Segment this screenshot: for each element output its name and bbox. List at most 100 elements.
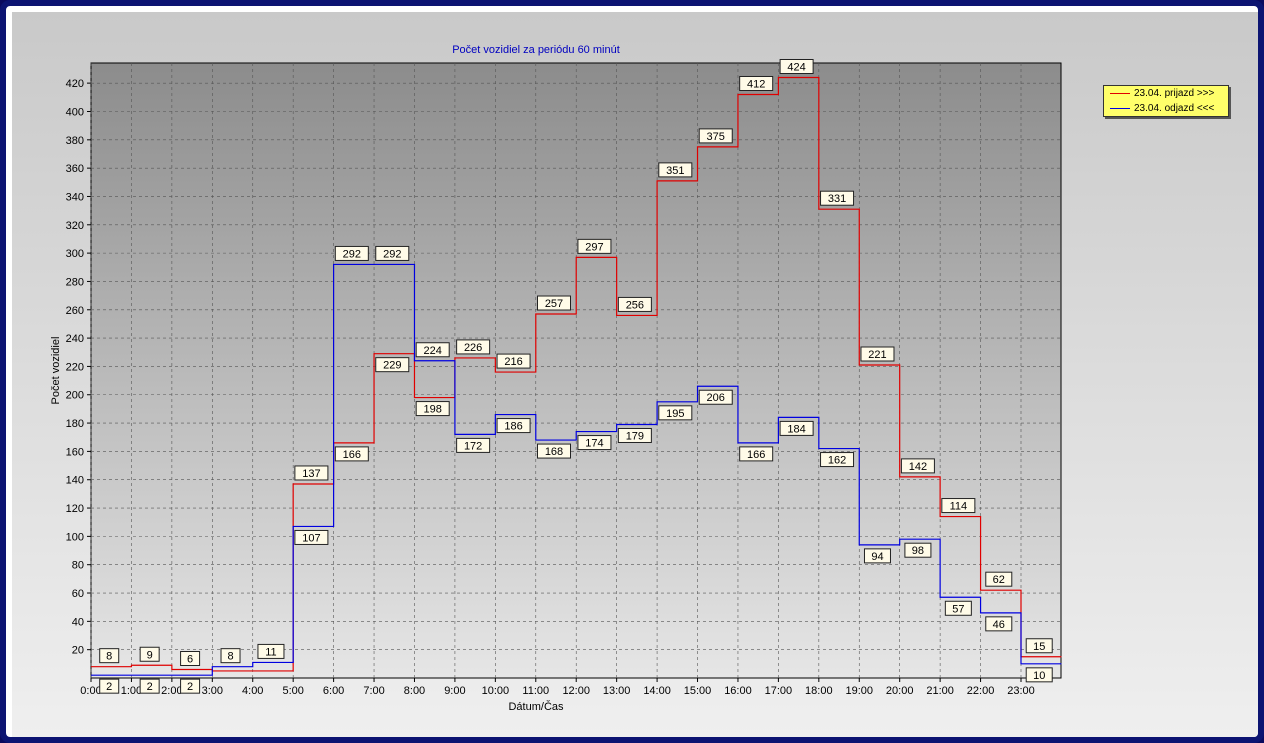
data-label-box-odjazd xyxy=(537,443,571,459)
x-tick-label: 23:00 xyxy=(1007,685,1035,697)
x-tick-label: 20:00 xyxy=(886,685,914,697)
data-label-box-odjazd xyxy=(617,427,652,443)
data-label-odjazd: 195 xyxy=(666,408,684,420)
data-label-odjazd: 107 xyxy=(302,532,320,544)
x-tick-label: 14:00 xyxy=(643,685,671,697)
data-label-odjazd: 8 xyxy=(227,651,233,663)
chart-legend: 23.04. prijazd >>> 23.04. odjazd <<< xyxy=(1103,85,1229,117)
y-tick-label: 120 xyxy=(66,503,84,515)
x-tick-label: 4:00 xyxy=(242,685,263,697)
data-label-box-prijazd xyxy=(698,128,733,144)
x-tick-label: 11:00 xyxy=(522,685,549,697)
data-label-odjazd: 57 xyxy=(952,603,964,615)
data-label-box-odjazd xyxy=(577,435,612,451)
data-label-box-prijazd xyxy=(334,446,369,462)
x-tick-label: 15:00 xyxy=(684,685,712,697)
data-label-prijazd: 216 xyxy=(504,356,522,368)
series-line-odjazd xyxy=(91,263,1062,676)
data-label-box-prijazd xyxy=(415,401,450,417)
data-label-odjazd: 98 xyxy=(912,545,924,557)
y-tick-label: 400 xyxy=(66,106,84,118)
data-label-prijazd: 229 xyxy=(383,360,401,372)
data-label-box-odjazd xyxy=(415,342,450,358)
x-tick-label: 0:00 xyxy=(80,685,101,697)
data-label-box-odjazd xyxy=(863,548,891,564)
data-label-odjazd: 2 xyxy=(106,681,112,693)
data-label-odjazd: 2 xyxy=(187,681,193,693)
data-label-prijazd: 6 xyxy=(187,654,193,666)
y-tick-label: 200 xyxy=(66,390,84,402)
data-label-box-prijazd xyxy=(941,498,976,514)
data-label-box-prijazd xyxy=(617,296,652,312)
y-axis-label: Počet vozidiel xyxy=(50,337,62,405)
data-label-box-odjazd xyxy=(739,446,774,462)
y-tick-label: 220 xyxy=(66,361,84,373)
y-tick-label: 340 xyxy=(66,191,84,203)
data-label-prijazd: 114 xyxy=(950,501,968,513)
data-label-box-prijazd xyxy=(99,648,120,664)
data-label-prijazd: 412 xyxy=(747,78,765,90)
data-label-odjazd: 94 xyxy=(871,551,883,563)
x-tick-label: 17:00 xyxy=(765,685,793,697)
data-label-box-prijazd xyxy=(739,75,774,91)
data-label-prijazd: 166 xyxy=(343,449,361,461)
chart-panel: 20 40 60 80 100 120 140 160 180 200 220 240 260 280 30… xyxy=(12,12,1258,737)
x-tick-label: 13:00 xyxy=(603,685,631,697)
data-label-odjazd: 162 xyxy=(828,455,846,467)
data-label-odjazd: 186 xyxy=(504,421,522,433)
data-label-odjazd: 172 xyxy=(464,440,482,452)
data-label-odjazd: 179 xyxy=(626,430,644,442)
x-tick-label: 5:00 xyxy=(282,685,303,697)
data-label-box-prijazd xyxy=(860,346,895,362)
data-label-box-odjazd xyxy=(658,405,693,421)
legend-swatch-prijazd xyxy=(1110,93,1130,94)
data-label-box-prijazd xyxy=(779,58,814,74)
data-label-odjazd: 174 xyxy=(585,438,603,450)
data-label-box-odjazd xyxy=(820,452,855,468)
x-tick-label: 3:00 xyxy=(202,685,223,697)
data-label-prijazd: 8 xyxy=(106,651,112,663)
data-label-box-prijazd xyxy=(900,458,935,474)
data-label-prijazd: 375 xyxy=(707,131,725,143)
y-tick-label: 320 xyxy=(66,220,84,232)
y-tick-label: 100 xyxy=(66,531,84,543)
data-label-box-odjazd xyxy=(375,245,410,261)
x-tick-label: 7:00 xyxy=(363,685,384,697)
data-label-odjazd: 184 xyxy=(787,423,805,435)
data-label-odjazd: 292 xyxy=(343,248,361,260)
data-label-box-prijazd xyxy=(658,162,693,178)
x-tick-label: 9:00 xyxy=(444,685,465,697)
data-label-box-prijazd xyxy=(180,651,201,667)
data-label-box-odjazd xyxy=(220,648,241,664)
data-label-odjazd: 11 xyxy=(265,646,276,658)
data-label-box-odjazd xyxy=(496,418,531,434)
x-tick-label: 22:00 xyxy=(967,685,995,697)
data-label-box-odjazd xyxy=(779,420,814,436)
data-label-box-prijazd xyxy=(820,190,855,206)
y-tick-label: 40 xyxy=(72,616,84,628)
data-label-odjazd: 224 xyxy=(424,345,442,357)
x-tick-label: 18:00 xyxy=(805,685,833,697)
data-label-prijazd: 257 xyxy=(545,298,563,310)
x-tick-label: 21:00 xyxy=(926,685,954,697)
data-label-odjazd: 2 xyxy=(147,681,153,693)
data-label-prijazd: 256 xyxy=(626,299,644,311)
data-label-box-odjazd xyxy=(180,678,201,694)
data-label-box-odjazd xyxy=(985,616,1013,632)
data-label-odjazd: 10 xyxy=(1033,670,1045,682)
data-label-box-prijazd xyxy=(985,571,1013,587)
data-label-box-prijazd xyxy=(456,339,491,355)
data-label-prijazd: 15 xyxy=(1033,641,1045,653)
y-tick-label: 380 xyxy=(66,135,84,147)
data-label-prijazd: 297 xyxy=(585,241,603,253)
chart-svg: 20 40 60 80 100 120 140 160 180 200 220 240 260 280 30… xyxy=(50,44,1062,713)
data-label-box-odjazd xyxy=(1025,667,1053,683)
y-tick-label: 80 xyxy=(72,560,84,572)
y-tick-label: 420 xyxy=(66,78,84,90)
y-tick-label: 140 xyxy=(66,475,84,487)
y-tick-label: 20 xyxy=(72,645,84,657)
series-line-prijazd xyxy=(91,76,1062,672)
data-label-odjazd: 166 xyxy=(747,449,765,461)
y-tick-label: 60 xyxy=(72,588,84,600)
